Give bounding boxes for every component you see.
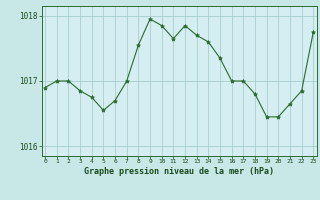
X-axis label: Graphe pression niveau de la mer (hPa): Graphe pression niveau de la mer (hPa) (84, 167, 274, 176)
